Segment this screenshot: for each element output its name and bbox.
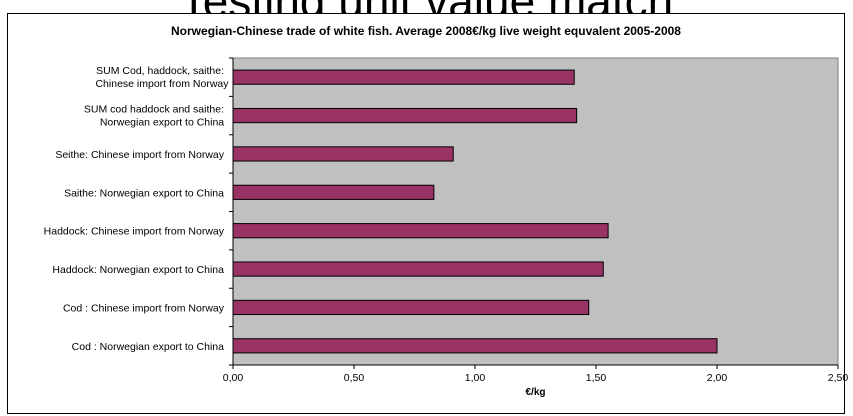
- bar: [232, 338, 718, 354]
- x-tick-label: 1,50: [586, 372, 607, 384]
- category-label: Haddock: Chinese import from Norway: [44, 226, 225, 238]
- bar: [232, 184, 435, 200]
- category-label: SUM cod haddock and saithe: Norwegian exp…: [84, 104, 224, 129]
- bar: [232, 299, 590, 316]
- chart-title: Norwegian-Chinese trade of white fish. A…: [171, 24, 681, 38]
- x-tick-label: 0,00: [223, 372, 244, 384]
- category-label: Cod : Norwegian export to China: [72, 341, 224, 353]
- bar: [232, 69, 575, 85]
- x-tick-label: 2,00: [707, 372, 728, 384]
- x-tick-label: 1,00: [465, 372, 486, 384]
- bar: [232, 107, 578, 124]
- x-axis-title: €/kg: [525, 387, 545, 398]
- category-label: Seithe: Chinese import from Norway: [55, 149, 224, 161]
- bar: [232, 223, 609, 239]
- bar: [232, 261, 604, 277]
- category-label: Haddock: Norwegian export to China: [52, 264, 224, 276]
- x-tick-label: 2,50: [828, 372, 849, 384]
- bar: [232, 146, 454, 162]
- category-label: Saithe: Norwegian export to China: [64, 187, 224, 199]
- category-label: SUM Cod, haddock, saithe: Chinese import …: [95, 65, 229, 90]
- x-tick-label: 0,50: [344, 372, 365, 384]
- plot-area: [232, 57, 839, 366]
- category-label: Cod : Chinese import from Norway: [63, 302, 225, 314]
